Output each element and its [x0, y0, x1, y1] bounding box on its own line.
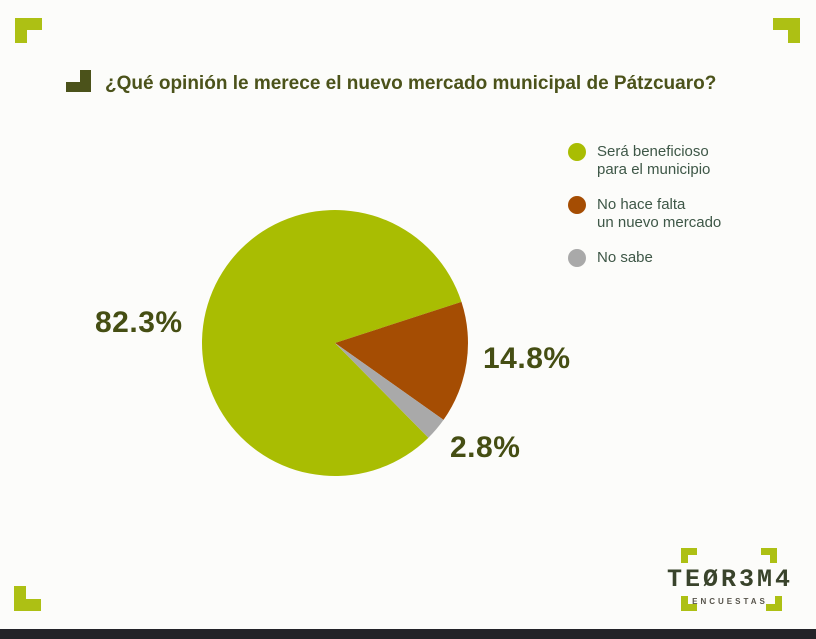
bottom-bar [0, 629, 816, 639]
logo-bracket-top-right-icon [761, 548, 777, 563]
legend-label-line2: un nuevo mercado [597, 214, 722, 231]
corner-mark-top-right-icon [773, 18, 800, 43]
legend-label: No sabe [597, 249, 653, 267]
pie-slice-1 [335, 301, 468, 420]
pie-label-gray: 2.8% [450, 431, 521, 464]
legend-label-line1: No hace falta [597, 196, 686, 213]
pie-chart [201, 210, 468, 477]
corner-mark-top-left-icon [15, 18, 42, 43]
logo-subtitle: ENCUESTAS [692, 597, 768, 606]
legend: Será beneficioso para el municipio No ha… [568, 143, 721, 284]
title-bullet-icon [66, 70, 91, 92]
legend-label: No hace falta un nuevo mercado [597, 196, 721, 232]
legend-dot-brown-icon [568, 196, 586, 214]
legend-label-line1: No sabe [597, 249, 653, 266]
legend-label: Será beneficioso para el municipio [597, 143, 710, 179]
legend-dot-green-icon [568, 143, 586, 161]
legend-dot-gray-icon [568, 249, 586, 267]
pie-slice-2 [335, 343, 444, 438]
corner-mark-bottom-left-icon [14, 586, 41, 611]
chart-title: ¿Qué opinión le merece el nuevo mercado … [105, 73, 717, 94]
pie-slice-0 [201, 210, 462, 477]
legend-label-line2: para el municipio [597, 161, 711, 178]
legend-label-line1: Será beneficioso [597, 143, 709, 160]
logo-bracket-bottom-left-icon [681, 596, 697, 611]
legend-item-no-hace-falta: No hace falta un nuevo mercado [568, 196, 721, 232]
logo-wordmark: TEØR3M4 [666, 565, 794, 594]
pie-label-brown: 14.8% [483, 342, 571, 375]
logo-bracket-top-left-icon [681, 548, 697, 563]
pie-label-green: 82.3% [95, 306, 183, 339]
logo-bracket-bottom-right-icon [766, 596, 782, 611]
teorema-logo: TEØR3M4 ENCUESTAS [653, 545, 807, 615]
legend-item-beneficioso: Será beneficioso para el municipio [568, 143, 721, 179]
legend-item-no-sabe: No sabe [568, 249, 721, 267]
